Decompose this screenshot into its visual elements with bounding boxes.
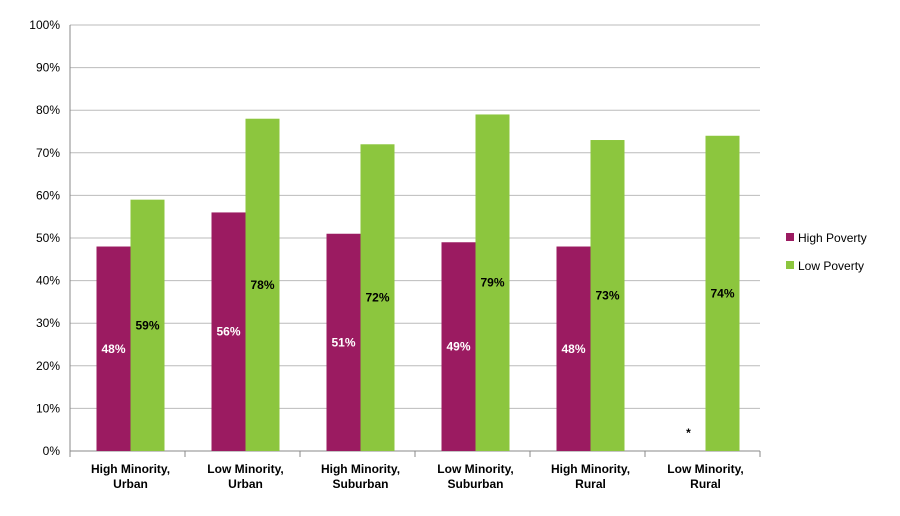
data-label: 59% [135,318,159,332]
y-tick-label: 0% [43,444,61,458]
legend-label: Low Poverty [798,259,864,273]
x-category-label: High Minority, [321,462,400,476]
y-tick-label: 100% [29,18,60,32]
y-tick-label: 70% [36,146,60,160]
bar-low-poverty [705,135,740,451]
bar-high-poverty [96,246,131,451]
data-label: 48% [561,342,585,356]
data-label: 48% [101,342,125,356]
data-label: 49% [446,340,470,354]
x-category-label: High Minority, [91,462,170,476]
bar-high-poverty [326,233,361,451]
bar-high-poverty [556,246,591,451]
data-label: 74% [710,286,734,300]
bar-low-poverty [360,144,395,451]
data-label: 72% [365,291,389,305]
data-label: 51% [331,335,355,349]
legend-swatch [786,261,794,269]
y-tick-label: 50% [36,231,60,245]
data-label: 79% [480,276,504,290]
x-category-label: Urban [113,477,148,491]
y-tick-label: 60% [36,188,60,202]
y-tick-label: 40% [36,274,60,288]
bar-low-poverty [475,114,510,452]
y-tick-label: 30% [36,316,60,330]
y-tick-label: 10% [36,401,60,415]
x-category-label: High Minority, [551,462,630,476]
legend-label: High Poverty [798,231,867,245]
bar-low-poverty [130,199,165,451]
missing-data-annotation: * [686,426,691,440]
data-label: 73% [595,289,619,303]
x-category-label: Suburban [333,477,389,491]
x-category-label: Low Minority, [667,462,743,476]
x-category-label: Urban [228,477,263,491]
y-tick-label: 90% [36,61,60,75]
data-label: 56% [216,325,240,339]
bar-low-poverty [245,118,280,451]
x-category-label: Rural [690,477,721,491]
y-tick-label: 20% [36,359,60,373]
bar-high-poverty [441,242,476,451]
bar-low-poverty [590,140,625,451]
x-category-label: Low Minority, [207,462,283,476]
x-category-label: Suburban [448,477,504,491]
legend-swatch [786,233,794,241]
data-label: 78% [250,278,274,292]
x-category-label: Low Minority, [437,462,513,476]
y-tick-label: 80% [36,103,60,117]
x-category-label: Rural [575,477,606,491]
bar-high-poverty [211,212,246,451]
